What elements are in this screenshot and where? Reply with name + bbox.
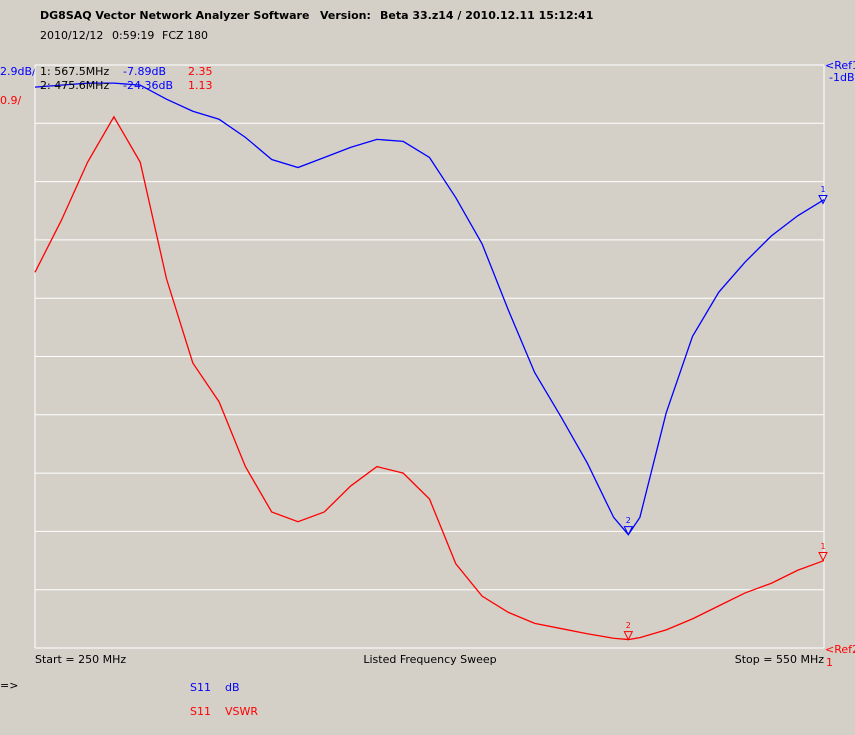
app-title: DG8SAQ Vector Network Analyzer Software: [40, 9, 309, 22]
marker-triangle: [623, 631, 634, 641]
marker-triangle: [818, 195, 828, 205]
sweep-label: Listed Frequency Sweep: [363, 653, 496, 666]
legend-unit: VSWR: [225, 705, 258, 718]
marker-vswr: 2.35: [188, 65, 213, 78]
marker-number: 1: [820, 185, 825, 194]
legend-name: S11: [190, 681, 211, 694]
stop-label: Stop = 550 MHz: [735, 653, 824, 666]
version-label: Version:: [320, 9, 371, 22]
time: 0:59:19: [112, 29, 154, 42]
ref1-value: -1dB: [829, 71, 855, 84]
marker-freq: 2: 475.6MHz: [40, 79, 109, 92]
device: FCZ 180: [162, 29, 208, 42]
ref2-value: 1: [826, 656, 833, 669]
legend-unit: dB: [225, 681, 240, 694]
ref2-label: <Ref2: [825, 643, 855, 656]
legend-name: S11: [190, 705, 211, 718]
prompt: =>: [0, 679, 18, 692]
version: Beta 33.z14 / 2010.12.11 15:12:41: [380, 9, 593, 22]
trace: [34, 82, 825, 536]
y-scale: 2.9dB/: [0, 65, 36, 78]
marker-freq: 1: 567.5MHz: [40, 65, 109, 78]
marker-db: -7.89dB: [123, 65, 166, 78]
marker-triangle: [623, 526, 634, 536]
start-label: Start = 250 MHz: [35, 653, 126, 666]
marker-number: 1: [820, 542, 825, 551]
marker-vswr: 1.13: [188, 79, 213, 92]
marker-number: 2: [626, 621, 631, 630]
marker-number: 2: [626, 516, 631, 525]
marker-triangle: [818, 552, 828, 562]
marker-db: -24.36dB: [123, 79, 173, 92]
y2-scale: 0.9/: [0, 94, 21, 107]
date: 2010/12/12: [40, 29, 103, 42]
trace: [34, 115, 825, 641]
